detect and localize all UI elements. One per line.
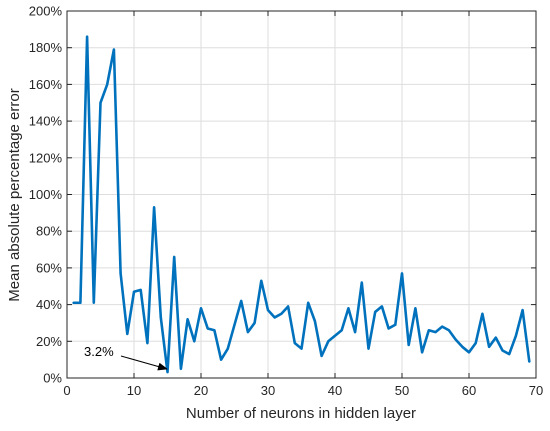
x-tick-label: 20 [194,383,208,398]
y-axis-tick-labels: 0% 20% 40% 60% 80% 100% 120% 140% 160% 180% 200% [29,4,63,386]
y-tick-label: 100% [29,187,63,202]
y-tick-label: 40% [36,297,62,312]
y-tick-label: 80% [36,224,62,239]
y-axis-title: Mean absolute percentage error [6,88,23,301]
y-tick-label: 140% [29,114,63,129]
x-tick-label: 50 [395,383,409,398]
y-tick-label: 180% [29,40,63,55]
y-tick-label: 0% [43,371,62,386]
y-tick-label: 120% [29,150,63,165]
min-error-annotation-label: 3.2% [84,344,114,359]
y-tick-label: 160% [29,77,63,92]
mape-series-line [72,35,531,374]
x-axis-tick-labels: 0 10 20 30 40 50 60 70 [63,383,543,398]
y-tick-label: 20% [36,334,62,349]
x-axis-ticks [66,11,537,378]
x-tick-label: 0 [63,383,70,398]
y-tick-label: 60% [36,260,62,275]
x-tick-label: 70 [529,383,543,398]
x-axis-title: Number of neurons in hidden layer [186,405,416,422]
x-tick-label: 30 [261,383,275,398]
x-tick-label: 60 [462,383,476,398]
x-tick-label: 10 [127,383,141,398]
y-axis-ticks [67,10,536,379]
y-tick-label: 200% [29,4,63,19]
x-tick-label: 40 [328,383,342,398]
min-error-annotation-arrow [120,355,168,371]
